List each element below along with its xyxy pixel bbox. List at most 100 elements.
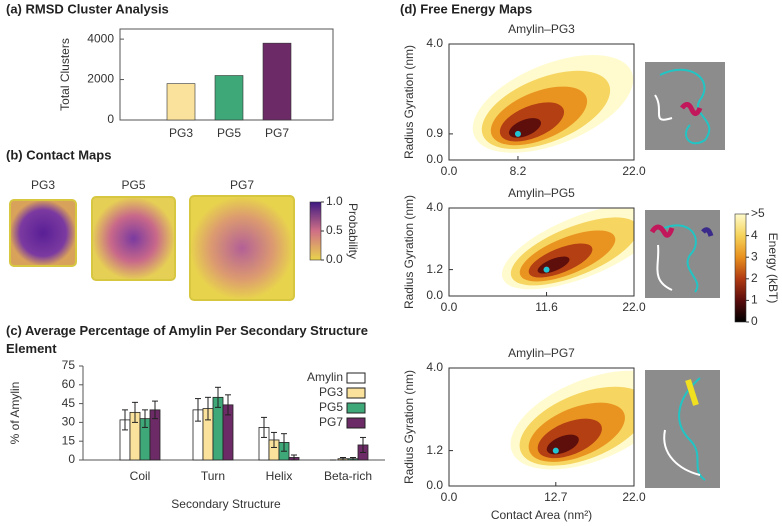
y-tick-label: 0.9 — [426, 126, 443, 140]
error-bar — [281, 433, 287, 452]
plot-title: Amylin–PG7 — [508, 346, 575, 360]
x-tick-label: Coil — [130, 469, 151, 483]
y-tick-label: 1.2 — [426, 262, 443, 276]
legend-swatch — [346, 402, 366, 414]
error-bar — [360, 436, 366, 453]
y-axis-label: Radius Gyration (nm) — [402, 45, 416, 159]
colorbar-tick-label: 1 — [751, 293, 758, 307]
y-tick-label: 30 — [62, 415, 76, 429]
colorbar-tick-label: 0.5 — [326, 223, 343, 237]
colorbar — [734, 213, 747, 323]
plot-frame — [448, 43, 635, 161]
legend-label: PG3 — [319, 385, 343, 399]
colorbar-label: Probability — [346, 203, 360, 259]
error-bar — [132, 401, 138, 423]
y-tick-label: 0.0 — [426, 478, 443, 492]
error-bar — [350, 456, 356, 461]
y-axis-label: % of Amylin — [8, 382, 22, 445]
contour-group — [472, 55, 634, 153]
plot-frame — [448, 367, 635, 487]
bar — [166, 83, 196, 121]
error-bar — [340, 456, 346, 461]
energy-minimum — [514, 130, 521, 137]
error-bar — [205, 396, 211, 421]
structure-image — [645, 210, 720, 298]
error-bar — [122, 409, 128, 431]
colorbar-label: Energy (kBT) — [766, 233, 780, 304]
x-tick-label: 22.0 — [622, 300, 646, 314]
x-tick-label: 0.0 — [441, 164, 458, 178]
y-axis-label: Radius Gyration (nm) — [402, 195, 416, 309]
x-tick-label: 22.0 — [622, 490, 646, 504]
colorbar-tick-label: 0 — [751, 314, 758, 328]
y-tick-label: 0 — [107, 112, 114, 126]
error-bar — [271, 431, 277, 448]
colorbar — [309, 201, 322, 261]
x-tick-label: 0.0 — [441, 300, 458, 314]
error-bar — [142, 409, 148, 428]
y-tick-label: 0.0 — [426, 152, 443, 166]
legend-swatch — [346, 372, 366, 384]
y-axis-label: Total Clusters — [58, 38, 72, 111]
x-tick-label: 12.7 — [544, 490, 568, 504]
contour-group — [501, 208, 634, 290]
error-bar — [195, 398, 201, 422]
x-tick-label: Helix — [266, 469, 293, 483]
contour-group — [510, 370, 634, 470]
energy-minimum — [552, 447, 559, 454]
error-bar — [261, 416, 267, 438]
y-tick-label: 45 — [62, 396, 76, 410]
x-tick-label: PG5 — [217, 126, 241, 140]
contact-map — [189, 195, 295, 301]
bar — [214, 75, 244, 121]
structure-image — [645, 370, 720, 488]
legend-swatch — [346, 417, 366, 429]
panel-label: PG7 — [230, 178, 254, 192]
colorbar-tick-label: 1.0 — [326, 194, 343, 208]
plot-frame — [448, 207, 635, 297]
y-tick-label: 4.0 — [426, 360, 443, 374]
y-tick-label: 60 — [62, 377, 76, 391]
legend-label: PG7 — [319, 415, 343, 429]
colorbar-tick-label: 4 — [751, 228, 758, 242]
contact-map — [9, 199, 77, 267]
colorbar-tick-label: 2 — [751, 271, 758, 285]
error-bar — [291, 454, 297, 461]
y-tick-label: 1.2 — [426, 443, 443, 457]
colorbar-tick-label: >5 — [751, 206, 765, 220]
bar — [262, 42, 292, 121]
error-bar — [152, 400, 158, 420]
x-tick-label: Beta-rich — [324, 469, 372, 483]
x-tick-label: 11.6 — [535, 300, 558, 314]
y-tick-label: 75 — [62, 358, 76, 372]
energy-minimum — [543, 266, 550, 273]
panel-label: PG3 — [31, 178, 55, 192]
x-tick-label: 8.2 — [510, 164, 527, 178]
y-tick-label: 15 — [62, 433, 76, 447]
chart-title: (a) RMSD Cluster Analysis — [6, 1, 169, 16]
y-tick-label: 4.0 — [426, 200, 443, 214]
y-axis-label: Radius Gyration (nm) — [402, 370, 416, 484]
contact-map — [91, 196, 176, 281]
error-bar — [215, 386, 221, 408]
plot-title: Amylin–PG5 — [508, 186, 575, 200]
x-tick-label: Turn — [201, 469, 225, 483]
panel-label: PG5 — [121, 178, 145, 192]
x-tick-label: PG7 — [265, 126, 289, 140]
plot-title: Amylin–PG3 — [508, 22, 575, 36]
y-tick-label: 4000 — [87, 31, 114, 45]
error-bar — [225, 394, 231, 416]
colorbar-tick-label: 3 — [751, 249, 758, 263]
x-tick-label: 0.0 — [441, 490, 458, 504]
x-tick-label: PG3 — [169, 126, 193, 140]
colorbar-tick-label: 0.0 — [326, 252, 343, 266]
chart-title: (d) Free Energy Maps — [400, 1, 532, 16]
chart-title: (c) Average Percentage of Amylin Per Sec… — [6, 323, 368, 356]
x-tick-label: 22.0 — [622, 164, 646, 178]
x-axis-label: Secondary Structure — [171, 497, 281, 511]
legend-label: Amylin — [307, 370, 343, 384]
y-tick-label: 0 — [68, 452, 75, 466]
y-tick-label: 2000 — [87, 72, 114, 86]
